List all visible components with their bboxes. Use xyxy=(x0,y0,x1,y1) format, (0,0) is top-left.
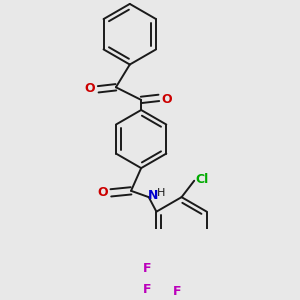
Text: O: O xyxy=(85,82,95,94)
Text: F: F xyxy=(143,262,151,275)
Text: F: F xyxy=(143,283,151,296)
Text: F: F xyxy=(173,285,181,298)
Text: O: O xyxy=(162,93,172,106)
Text: Cl: Cl xyxy=(195,173,208,186)
Text: N: N xyxy=(148,189,158,203)
Text: H: H xyxy=(157,188,165,198)
Text: O: O xyxy=(98,186,108,199)
